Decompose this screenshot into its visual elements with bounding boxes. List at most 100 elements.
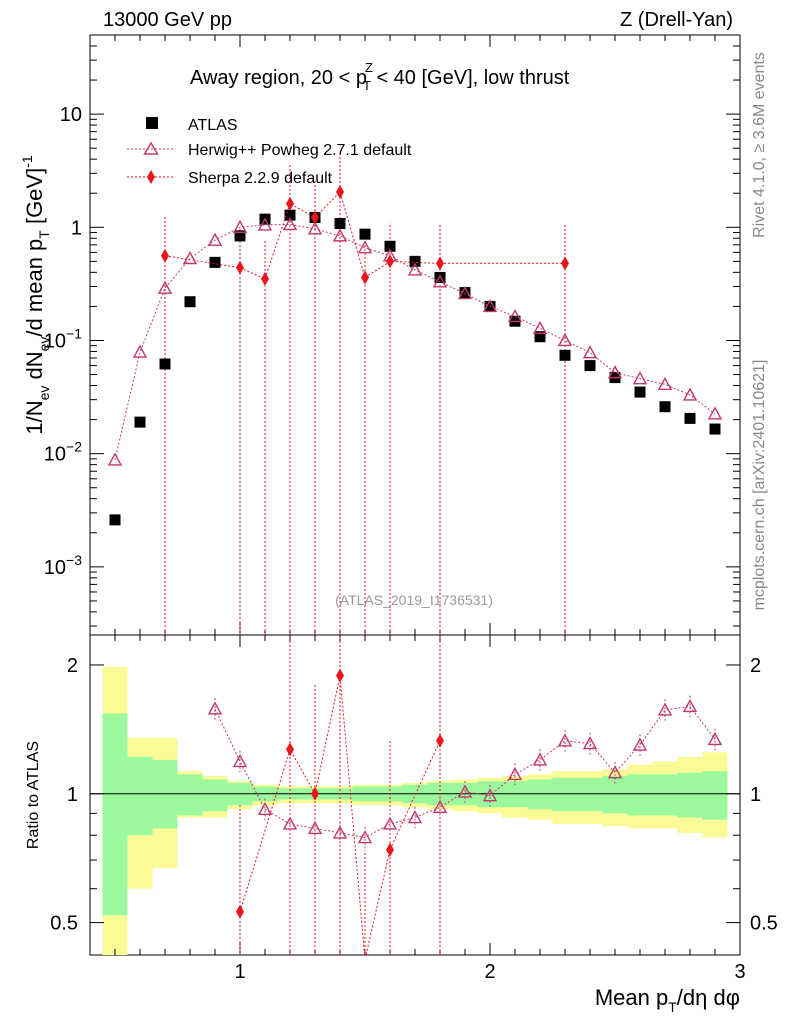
atlas-data-point — [284, 209, 296, 221]
herwig-data-point — [232, 219, 248, 233]
atlas-data-point — [559, 349, 571, 361]
sherpa-data-point — [286, 196, 294, 211]
herwig-ratio-point — [357, 830, 373, 844]
atlas-data-point — [659, 401, 671, 413]
legend-atlas-marker — [146, 117, 158, 129]
herwig-ratio-point — [657, 702, 673, 716]
herwig-data-point — [532, 320, 548, 335]
atlas-data-point — [384, 240, 396, 252]
atlas-data-point — [134, 416, 146, 428]
herwig-data-point — [407, 262, 423, 276]
herwig-ratio-point — [332, 825, 348, 839]
ratio-axes-ticks: 1 2 3 0.5 0.5 1 1 2 2 — [50, 635, 778, 983]
rivet-version-label: Rivet 4.1.0, ≥ 3.6M events — [751, 52, 768, 238]
sherpa-data-point — [436, 256, 444, 271]
ratio-y-axis-label: Ratio to ATLAS — [25, 741, 42, 849]
herwig-data-point — [457, 286, 473, 300]
herwig-data-point — [307, 221, 323, 235]
herwig-ratio-point — [507, 766, 523, 781]
atlas-data-point — [209, 256, 221, 268]
ratio-y-tick-label-left: 0.5 — [50, 913, 78, 935]
herwig-ratio-point — [557, 733, 573, 747]
legend-sherpa-marker — [147, 170, 155, 184]
ratio-y-tick-label-right: 1 — [750, 784, 761, 806]
mcplots-source-label: mcplots.cern.ch [arXiv:2401.10621] — [751, 360, 768, 611]
ratio-band-inner — [127, 756, 153, 836]
ratio-band-inner — [652, 774, 678, 816]
atlas-data-point — [634, 386, 646, 398]
atlas-data-point — [459, 287, 471, 299]
herwig-ratio-point — [457, 784, 473, 798]
herwig-ratio-point — [632, 737, 648, 751]
ratio-band-inner — [577, 777, 603, 812]
ratio-band-inner — [177, 774, 203, 816]
atlas-data-point — [359, 228, 371, 240]
main-plot-series — [107, 153, 723, 635]
ratio-band-inner — [602, 776, 628, 814]
herwig-ratio-point — [382, 816, 398, 830]
herwig-ratio-point — [407, 810, 423, 824]
herwig-data-point — [282, 216, 298, 231]
ratio-band-inner — [102, 713, 128, 916]
herwig-ratio-point — [482, 788, 498, 802]
herwig-ratio-point — [232, 753, 248, 768]
sherpa-data-point — [236, 260, 244, 275]
ratio-band-inner — [702, 771, 728, 820]
herwig-data-point — [432, 274, 448, 288]
main-y-tick-label: 10−1 — [44, 325, 82, 352]
main-y-tick-label: 10−2 — [44, 439, 82, 466]
herwig-data-point — [607, 365, 623, 379]
herwig-data-point — [357, 240, 373, 254]
legend: ATLAS Herwig++ Powheg 2.7.1 default Sher… — [127, 117, 412, 187]
main-plot-title: Away region, 20 < pZ T < 40 [GeV], low th… — [190, 60, 570, 93]
herwig-ratio-point — [282, 816, 298, 830]
sherpa-ratio-point — [236, 904, 244, 919]
main-y-axis-label: 1/Nev dNev/d mean pT [GeV]-1 — [19, 155, 52, 435]
atlas-data-point — [334, 218, 346, 230]
main-axes-ticks: 10−3 10−2 10−1 1 10 — [44, 34, 740, 635]
herwig-ratio-point — [582, 736, 598, 750]
atlas-data-point — [234, 230, 246, 242]
herwig-ratio-point — [207, 701, 223, 715]
herwig-data-point — [332, 228, 348, 242]
sherpa-data-point — [361, 270, 369, 285]
atlas-data-point — [184, 296, 196, 308]
herwig-ratio-point — [682, 698, 698, 713]
herwig-ratio-point — [607, 765, 623, 779]
ratio-band-inner — [202, 779, 228, 812]
ratio-y-tick-label-left: 2 — [67, 655, 78, 677]
ratio-plot-series — [207, 635, 723, 955]
herwig-data-point — [707, 406, 723, 420]
herwig-data-point — [632, 371, 648, 385]
atlas-data-point — [534, 331, 546, 343]
legend-herwig-label: Herwig++ Powheg 2.7.1 default — [188, 142, 412, 159]
atlas-data-point — [409, 255, 421, 267]
ratio-x-tick-label: 1 — [234, 961, 245, 983]
ratio-band-inner — [527, 779, 553, 810]
sherpa-data-point — [386, 254, 394, 269]
herwig-ratio-line — [214, 705, 716, 839]
herwig-data-point — [657, 376, 673, 391]
herwig-data-point — [132, 344, 148, 358]
atlas-data-point — [709, 423, 721, 435]
sherpa-data-point — [311, 210, 319, 225]
ratio-band-inner — [627, 774, 653, 816]
herwig-data-point — [582, 345, 598, 359]
herwig-data-point — [107, 452, 123, 466]
herwig-data-point — [207, 232, 223, 246]
herwig-data-point — [482, 298, 498, 313]
ratio-band-inner — [677, 772, 703, 818]
atlas-data-point — [434, 272, 446, 284]
sherpa-ratio-point — [286, 742, 294, 757]
herwig-ratio-point — [307, 820, 323, 835]
legend-herwig-marker — [143, 141, 159, 155]
analysis-id-watermark: (ATLAS_2019_I1736531) — [335, 592, 493, 608]
atlas-data-point — [684, 412, 696, 424]
sherpa-data-point — [336, 185, 344, 200]
atlas-data-point — [109, 514, 121, 526]
sherpa-data-point — [161, 248, 169, 263]
main-y-tick-label: 10 — [60, 104, 82, 126]
sherpa-ratio-point — [311, 786, 319, 801]
herwig-data-point — [257, 217, 273, 231]
